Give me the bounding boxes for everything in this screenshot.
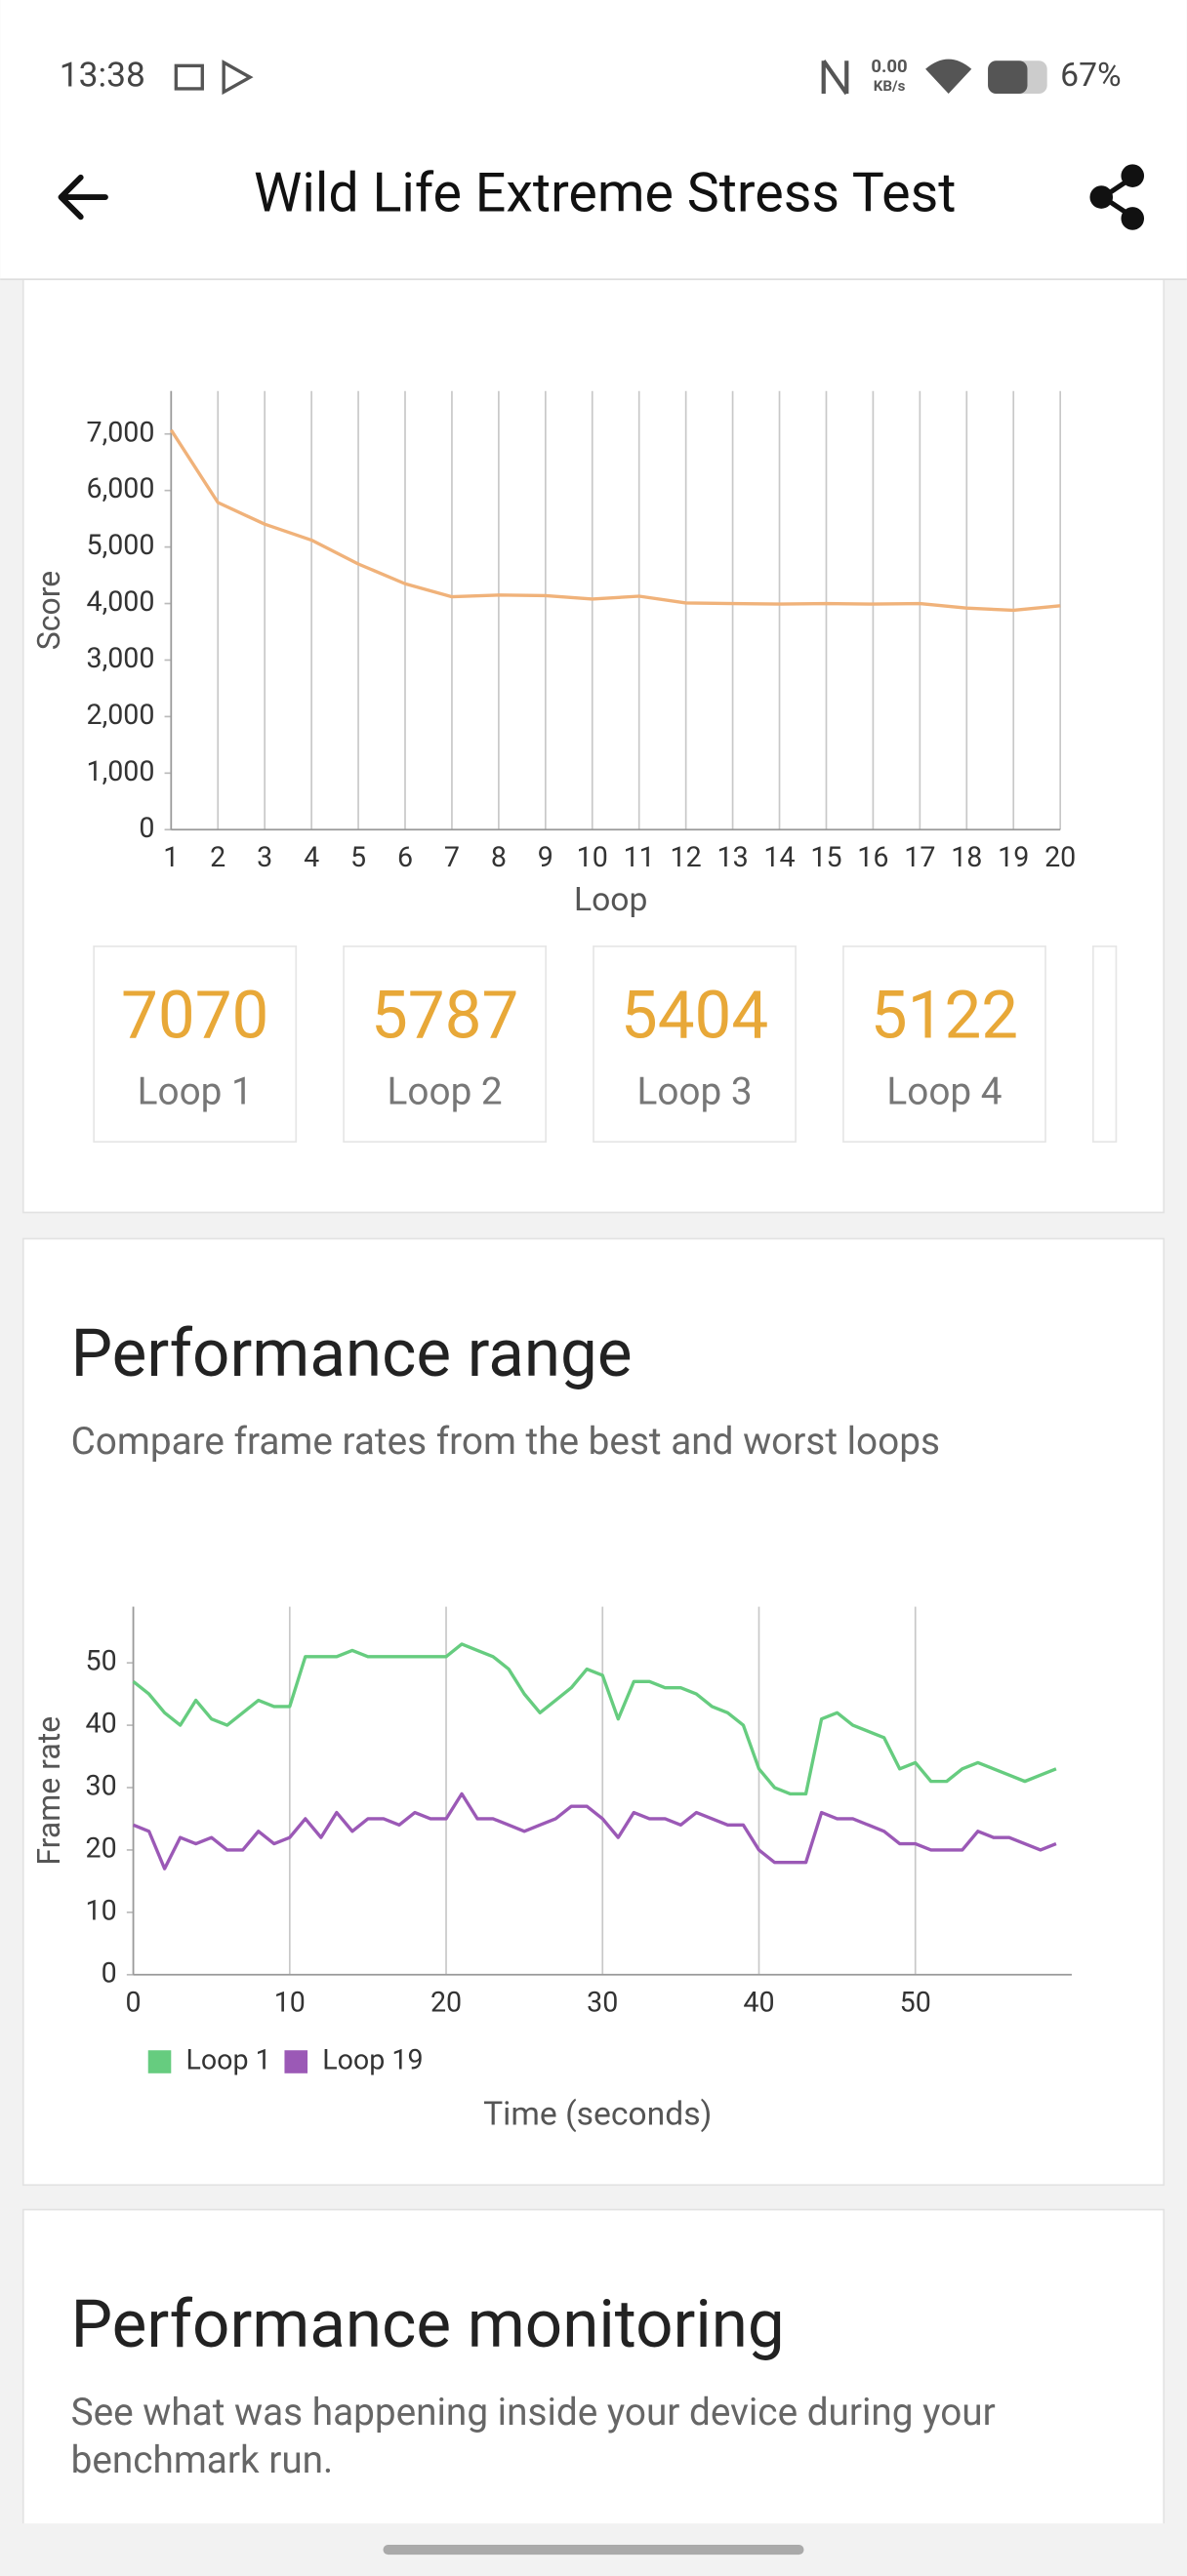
status-battery: 67%: [1060, 57, 1121, 95]
loop-label: Loop 3: [636, 1070, 752, 1114]
play-icon: [222, 60, 254, 96]
loop-label: Loop 2: [388, 1070, 503, 1114]
loop-cards: 7070 Loop 1 5787 Loop 2 5404 Loop 3 5122 Loop 4: [93, 945, 1046, 1143]
loop-score: 5122: [871, 978, 1018, 1054]
nav-handle[interactable]: [383, 2545, 804, 2556]
series-line: [169, 428, 1061, 613]
x-tick-label: 12: [671, 840, 702, 873]
x-tick-label: 9: [538, 840, 553, 873]
x-axis-label: Time (seconds): [483, 2095, 712, 2133]
y-tick-label: 3,000: [87, 641, 155, 674]
loop-card-partial: [1091, 945, 1118, 1143]
calendar-icon: [174, 63, 204, 91]
y-tick-label: 40: [86, 1707, 117, 1740]
charts: 1 2 3 4 5 6 7 8 9 10 11 12 13 14 15 16 17 18 19 2001,0002,0…: [30, 390, 1076, 2133]
legend-label: Loop 1: [185, 2043, 270, 2076]
loop-label: Loop 1: [138, 1070, 253, 1114]
y-tick-label: 10: [86, 1893, 117, 1926]
x-tick-label: 7: [444, 840, 460, 873]
x-tick-label: 0: [126, 1986, 142, 2019]
y-tick-label: 2,000: [87, 698, 155, 731]
x-tick-label: 14: [763, 840, 795, 873]
nfc-icon: [821, 60, 849, 96]
section-subtitle: See what was happening inside your devic…: [71, 2391, 996, 2435]
y-tick-label: 20: [86, 1831, 117, 1864]
loop-label: Loop 4: [886, 1070, 1002, 1114]
y-tick-label: 0: [102, 1955, 117, 1989]
section-title: Performance range: [71, 1316, 633, 1392]
legend-swatch: [284, 2050, 308, 2073]
x-tick-label: 20: [1044, 840, 1076, 873]
range-panel: [21, 1237, 1166, 2187]
x-tick-label: 15: [810, 840, 841, 873]
x-tick-label: 1: [163, 840, 179, 873]
y-tick-label: 4,000: [87, 584, 155, 618]
y-axis-label: Score: [30, 571, 67, 650]
status-speed: 0.00: [871, 56, 907, 77]
status-time: 13:38: [60, 54, 145, 95]
x-tick-label: 11: [624, 840, 655, 873]
x-tick-label: 13: [716, 840, 748, 873]
loop-score: 5787: [371, 978, 518, 1054]
x-tick-label: 10: [577, 840, 608, 873]
section-title: Performance monitoring: [71, 2287, 785, 2363]
back-button[interactable]: [58, 174, 108, 221]
loop-card: [593, 945, 797, 1143]
x-tick-label: 6: [397, 840, 413, 873]
series-line: [132, 1642, 1057, 1796]
x-tick-label: 4: [304, 840, 319, 873]
battery-level: [988, 60, 1028, 94]
legend-label: Loop 19: [322, 2043, 423, 2076]
x-tick-label: 5: [350, 840, 366, 873]
y-tick-label: 30: [86, 1769, 117, 1802]
y-tick-label: 7,000: [87, 415, 155, 448]
legend-swatch: [147, 2050, 172, 2073]
page-title: Wild Life Extreme Stress Test: [254, 161, 956, 225]
loop-card: [842, 945, 1046, 1143]
loop-score: 7070: [121, 978, 268, 1054]
x-tick-label: 3: [257, 840, 272, 873]
y-tick-label: 6,000: [87, 471, 155, 504]
x-tick-label: 30: [587, 1986, 618, 2019]
x-tick-label: 2: [210, 840, 225, 873]
status-speed-unit: KB/s: [874, 77, 906, 95]
share-button[interactable]: [1089, 164, 1145, 230]
x-tick-label: 8: [491, 840, 507, 873]
y-tick-label: 5,000: [87, 528, 155, 561]
loop-score: 5404: [621, 978, 768, 1054]
loop-card: [93, 945, 298, 1143]
series-line: [132, 1791, 1057, 1871]
x-tick-label: 17: [904, 840, 935, 873]
section-subtitle: benchmark run.: [71, 2438, 334, 2482]
x-axis-label: Loop: [574, 881, 647, 919]
x-tick-label: 50: [900, 1986, 931, 2019]
x-tick-label: 16: [857, 840, 888, 873]
x-tick-label: 40: [743, 1986, 774, 2019]
x-tick-label: 19: [998, 840, 1029, 873]
y-axis-label: Frame rate: [30, 1716, 67, 1866]
x-tick-label: 20: [430, 1986, 462, 2019]
wifi-icon: [925, 59, 972, 94]
section-subtitle: Compare frame rates from the best and wo…: [71, 1420, 940, 1464]
x-tick-label: 18: [951, 840, 982, 873]
y-tick-label: 1,000: [87, 754, 155, 787]
y-tick-label: 0: [139, 811, 154, 844]
x-tick-label: 10: [274, 1986, 306, 2019]
app-header: [0, 0, 1187, 280]
monitoring-panel: [21, 2208, 1166, 2576]
loop-card: [343, 945, 548, 1143]
y-tick-label: 50: [86, 1644, 117, 1677]
